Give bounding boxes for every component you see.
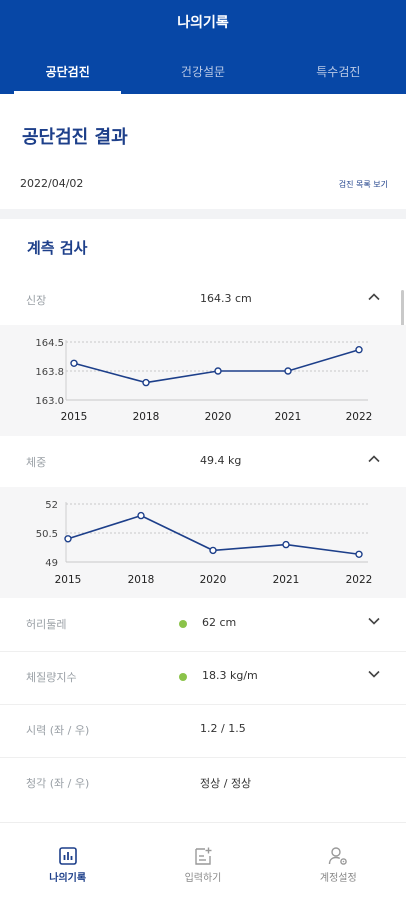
- app-header: 나의기록 공단검진 건강설문 특수검진: [0, 0, 406, 94]
- nav-input[interactable]: 입력하기: [135, 823, 270, 900]
- measurement-value: 49.4 kg: [200, 454, 242, 467]
- x-tick-label: 2018: [133, 411, 160, 423]
- y-tick-label: 49: [45, 558, 58, 569]
- user-settings-icon: [329, 847, 348, 865]
- chart-record-icon: [58, 847, 77, 865]
- status-dot: [179, 673, 187, 681]
- measurement-label: 허리둘레: [26, 618, 67, 631]
- chevron-up-icon[interactable]: [366, 451, 382, 467]
- x-tick-label: 2021: [273, 574, 300, 586]
- x-tick-label: 2018: [128, 574, 155, 586]
- section-gap: [0, 209, 406, 219]
- x-tick-label: 2020: [200, 574, 227, 586]
- measurement-value: 164.3 cm: [200, 292, 252, 305]
- weight-chart: 52 50.5 49 2015 2018 2020 2021 2022: [0, 487, 406, 598]
- measurement-label: 체질량지수: [26, 671, 77, 684]
- measurement-row-hearing: 청각 (좌 / 우) 정상 / 정상: [0, 759, 406, 805]
- x-tick-label: 2020: [205, 411, 232, 423]
- data-point: [284, 367, 292, 375]
- data-point: [214, 367, 222, 375]
- data-point: [355, 550, 363, 558]
- y-tick-label: 163.8: [35, 367, 64, 378]
- chevron-up-icon[interactable]: [366, 289, 382, 305]
- nav-account-settings[interactable]: 계정설정: [271, 823, 406, 900]
- result-title: 공단검진 결과: [22, 127, 128, 148]
- data-point: [137, 511, 145, 520]
- status-dot: [179, 620, 187, 628]
- chevron-down-icon[interactable]: [366, 666, 382, 682]
- measurement-value: 62 cm: [202, 616, 237, 629]
- nav-label: 나의기록: [49, 873, 87, 884]
- y-tick-label: 163.0: [35, 396, 64, 407]
- x-tick-label: 2021: [275, 411, 302, 423]
- x-tick-label: 2022: [346, 574, 373, 586]
- measurement-label: 신장: [26, 294, 47, 307]
- checkup-list-link[interactable]: 검진 목록 보기: [338, 180, 388, 189]
- measurement-row-weight[interactable]: 체중 49.4 kg: [0, 438, 406, 484]
- height-chart: 164.5 163.8 163.0 2015 2018 2020 2021 2022: [0, 325, 406, 436]
- x-tick-label: 2022: [346, 411, 373, 423]
- measurement-label: 시력 (좌 / 우): [26, 724, 90, 737]
- scrollbar[interactable]: [401, 290, 404, 350]
- tab-national-checkup[interactable]: 공단검진: [0, 52, 135, 94]
- nav-my-records[interactable]: 나의기록: [0, 823, 135, 900]
- chevron-down-icon[interactable]: [366, 613, 382, 629]
- measurement-row-bmi[interactable]: 체질량지수 18.3 kg/m: [0, 653, 406, 699]
- divider: [0, 704, 406, 705]
- data-point: [64, 535, 72, 543]
- tab-special-checkup[interactable]: 특수검진: [316, 65, 361, 79]
- data-point: [209, 546, 217, 555]
- checkup-date: 2022/04/02: [20, 177, 84, 190]
- weight-chart-svg: 52 50.5 49 2015 2018 2020 2021 2022: [36, 500, 373, 586]
- data-point: [142, 378, 150, 387]
- x-tick-label: 2015: [55, 574, 82, 586]
- section-title: 계측 검사: [27, 239, 88, 257]
- measurement-row-vision: 시력 (좌 / 우) 1.2 / 1.5: [0, 706, 406, 752]
- measurement-row-height[interactable]: 신장 164.3 cm: [0, 276, 406, 322]
- measurement-value: 1.2 / 1.5: [200, 722, 246, 735]
- measurement-row-waist[interactable]: 허리둘레 62 cm: [0, 600, 406, 646]
- y-tick-label: 164.5: [35, 338, 64, 349]
- y-tick-label: 50.5: [36, 529, 58, 540]
- measurement-value: 정상 / 정상: [200, 777, 252, 790]
- data-point: [70, 359, 78, 367]
- divider: [0, 757, 406, 758]
- app-title: 나의기록: [177, 15, 229, 31]
- divider: [0, 651, 406, 652]
- measurement-value: 18.3 kg/m: [202, 669, 258, 682]
- nav-label: 계정설정: [319, 873, 357, 884]
- measurement-label: 체중: [26, 456, 47, 469]
- x-tick-label: 2015: [61, 411, 88, 423]
- height-chart-svg: 164.5 163.8 163.0 2015 2018 2020 2021 2022: [35, 338, 373, 423]
- tab-health-survey[interactable]: 건강설문: [180, 65, 226, 79]
- data-point: [355, 346, 363, 354]
- y-tick-label: 52: [45, 500, 58, 511]
- bottom-nav: 나의기록 입력하기 계정설정: [0, 822, 406, 900]
- series-line: [73, 348, 360, 384]
- measurement-label: 청각 (좌 / 우): [26, 777, 90, 790]
- nav-label: 입력하기: [184, 873, 222, 884]
- tab-bar: 공단검진 건강설문 특수검진: [0, 52, 406, 94]
- data-point: [282, 540, 290, 549]
- add-note-icon: [195, 847, 212, 865]
